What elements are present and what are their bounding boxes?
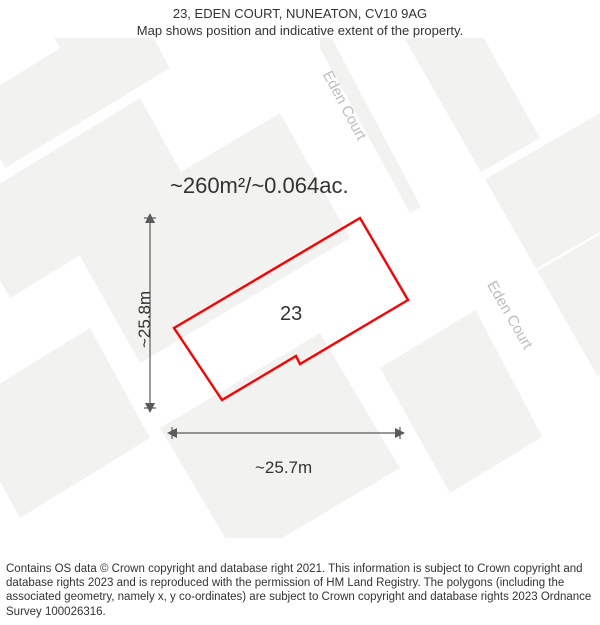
header-title: 23, EDEN COURT, NUNEATON, CV10 9AG <box>0 6 600 23</box>
header: 23, EDEN COURT, NUNEATON, CV10 9AG Map s… <box>0 0 600 40</box>
footer-copyright: Contains OS data © Crown copyright and d… <box>6 562 594 620</box>
page: 23, EDEN COURT, NUNEATON, CV10 9AG Map s… <box>0 0 600 625</box>
dimension-vertical-label: ~25.8m <box>135 291 155 348</box>
map-area: ~260m²/~0.064ac. 23 ~25.8m ~25.7m Eden C… <box>0 38 600 538</box>
plot-number-label: 23 <box>280 303 302 326</box>
dimension-horizontal-label: ~25.7m <box>255 458 312 478</box>
area-label: ~260m²/~0.064ac. <box>170 173 349 199</box>
